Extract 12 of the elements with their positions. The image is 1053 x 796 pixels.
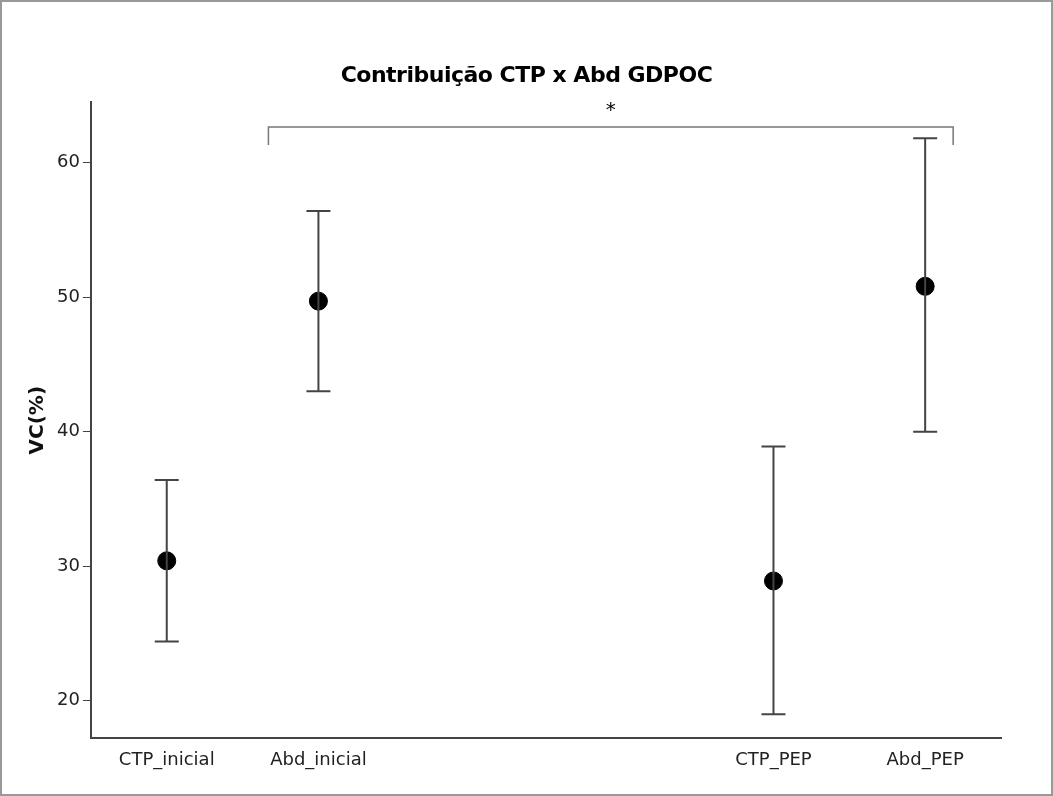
x-tick-label: CTP_PEP (735, 747, 812, 770)
chart-title: Contribuição CTP x Abd GDPOC (339, 62, 714, 87)
x-tick-label: Abd_PEP (886, 747, 964, 770)
y-tick-label: 60 (57, 150, 80, 172)
y-tick-label: 50 (57, 284, 80, 306)
y-axis-title: VC(%) (24, 385, 49, 455)
x-tick-label: CTP_inicial (118, 747, 215, 770)
y-tick-label: 30 (57, 553, 80, 575)
annotation: * (605, 97, 616, 121)
y-tick-label: 20 (57, 688, 80, 710)
y-tick-label: 40 (57, 419, 80, 441)
x-tick-label: Abd_inicial (270, 747, 367, 770)
